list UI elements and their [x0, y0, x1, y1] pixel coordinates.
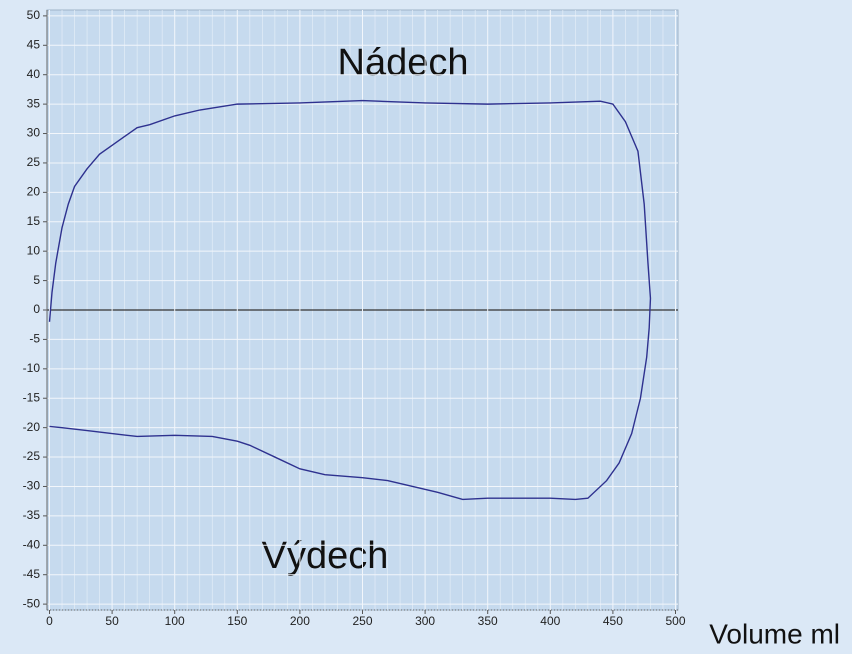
x-tick-label: 450 [603, 614, 623, 628]
x-tick-label: 0 [46, 614, 53, 628]
x-tick-label: 350 [478, 614, 498, 628]
y-tick-label: -10 [23, 361, 41, 375]
y-tick-label: 25 [27, 155, 41, 169]
y-tick-label: -25 [23, 449, 41, 463]
y-tick-label: 0 [33, 302, 40, 316]
x-tick-label: 50 [105, 614, 119, 628]
data-line [48, 99, 652, 501]
x-tick-label: 300 [415, 614, 435, 628]
y-tick-label: -15 [23, 390, 41, 404]
y-tick-label: 20 [27, 185, 41, 199]
y-tick-label: -35 [23, 508, 41, 522]
y-tick-label: -20 [23, 420, 41, 434]
x-tick-label: 200 [290, 614, 310, 628]
y-tick-label: -45 [23, 567, 41, 581]
x-tick-label: 100 [165, 614, 185, 628]
x-tick-label: 150 [227, 614, 247, 628]
y-tick-label: -50 [23, 596, 41, 610]
annotation: Výdech [262, 535, 389, 577]
y-tick-label: 50 [27, 8, 41, 22]
y-tick-label: -30 [23, 479, 41, 493]
y-tick-label: 5 [33, 273, 40, 287]
y-tick-label: -40 [23, 537, 41, 551]
y-tick-label: 30 [27, 126, 41, 140]
y-tick-label: 40 [27, 67, 41, 81]
y-tick-label: 10 [27, 243, 41, 257]
x-tick-label: 400 [540, 614, 560, 628]
x-tick-label: 250 [352, 614, 372, 628]
y-tick-label: -5 [29, 332, 40, 346]
x-tick-label: 500 [665, 614, 685, 628]
y-tick-label: 45 [27, 37, 41, 51]
y-tick-label: 15 [27, 214, 41, 228]
x-axis-label: Volume ml [709, 618, 840, 649]
annotation: Nádech [338, 42, 469, 84]
y-tick-label: 35 [27, 96, 41, 110]
